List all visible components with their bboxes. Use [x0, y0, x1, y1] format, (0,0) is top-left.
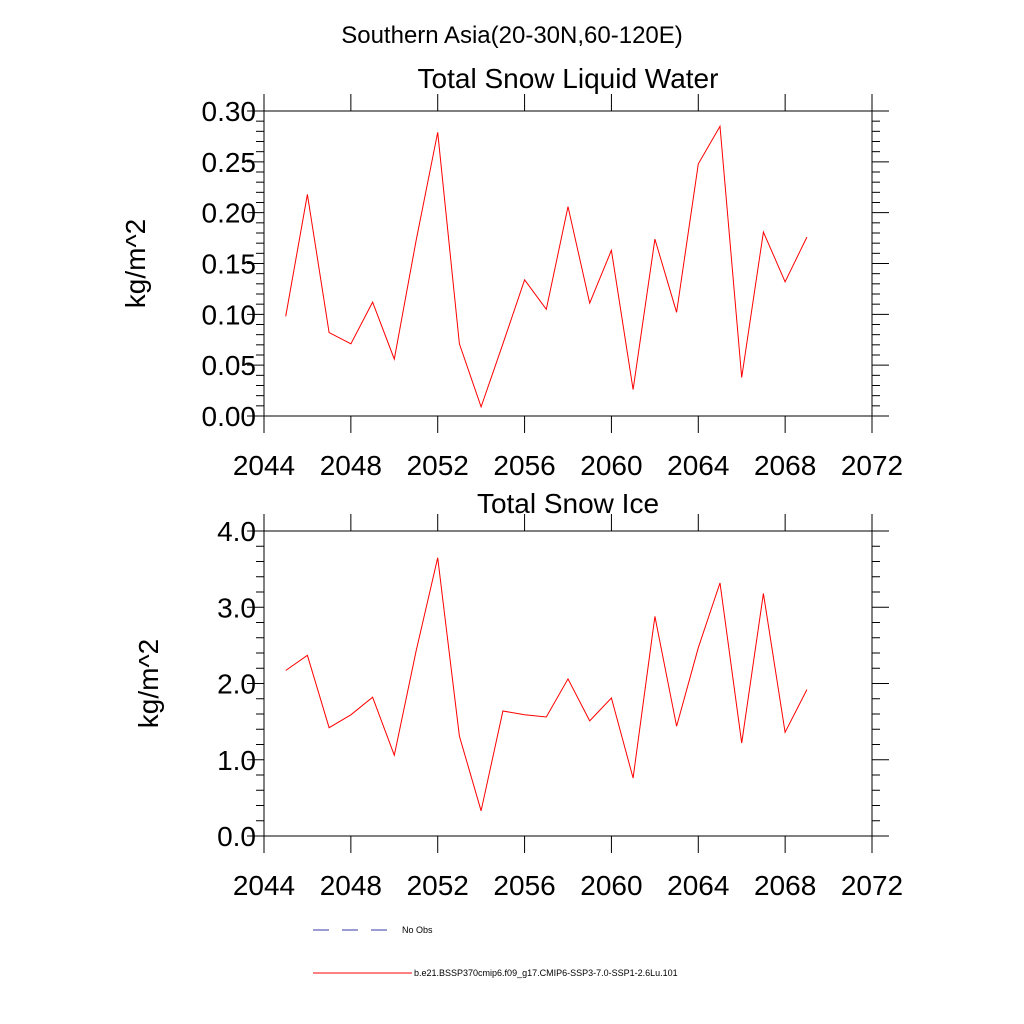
chart-0-xtick-label: 2052: [407, 450, 469, 481]
chart-0-ytick-label: 0.10: [202, 299, 257, 330]
chart-1-title: Total Snow Ice: [477, 488, 659, 519]
chart-0-xtick-label: 2072: [841, 450, 903, 481]
chart-0-xtick-label: 2044: [233, 450, 295, 481]
chart-1-xtick-label: 2056: [493, 870, 555, 901]
chart-1-series-line-0: [285, 557, 808, 811]
chart-1-ytick-label: 1.0: [217, 745, 256, 776]
chart-0-series-line-0: [285, 124, 808, 409]
chart-0-ytick-label: 0.20: [202, 198, 257, 229]
chart-0-ytick-label: 0.15: [202, 249, 257, 280]
chart-0-ytick-label: 0.05: [202, 350, 257, 381]
chart-1-xtick-label: 2044: [233, 870, 295, 901]
chart-1-xtick-label: 2068: [754, 870, 816, 901]
chart-1-xtick-label: 2064: [667, 870, 729, 901]
chart-1-xtick-label: 2048: [320, 870, 382, 901]
chart-1-xtick-label: 2060: [580, 870, 642, 901]
panel-total-snow-liquid-water: Total Snow Liquid Water kg/m^2 2044 2048 205…: [120, 63, 903, 481]
chart-0-xtick-label: 2060: [580, 450, 642, 481]
chart-0-xtick-label: 2064: [667, 450, 729, 481]
chart-1-ylabel: kg/m^2: [133, 639, 164, 728]
chart-1-ytick-label: 0.0: [217, 821, 256, 852]
figure-suptitle: Southern Asia(20-30N,60-120E): [341, 22, 683, 49]
chart-1-xtick-label: 2072: [841, 870, 903, 901]
legend-label-no-obs: No Obs: [402, 925, 433, 935]
chart-1-ytick-label: 3.0: [217, 592, 256, 623]
chart-0-title: Total Snow Liquid Water: [418, 63, 719, 94]
chart-0-xtick-label: 2048: [320, 450, 382, 481]
chart-0-ytick-label: 0.00: [202, 401, 257, 432]
chart-1-plot-frame: [263, 530, 873, 837]
chart-0-xtick-label: 2056: [493, 450, 555, 481]
chart-1-ytick-label: 2.0: [217, 669, 256, 700]
chart-0-xtick-label: 2068: [754, 450, 816, 481]
chart-1-ytick-label: 4.0: [217, 516, 256, 547]
chart-0-ylabel: kg/m^2: [120, 219, 151, 308]
legend: No Obs b.e21.BSSP370cmip6.f09_g17.CMIP6-…: [313, 925, 678, 978]
chart-1-xtick-label: 2052: [407, 870, 469, 901]
legend-label-model-run: b.e21.BSSP370cmip6.f09_g17.CMIP6-SSP3-7.…: [414, 968, 678, 978]
chart-0-plot-frame: [263, 110, 873, 417]
panel-total-snow-ice: Total Snow Ice kg/m^2 2044 2048 2052 2056 2060…: [133, 488, 903, 901]
chart-0-ytick-label: 0.30: [202, 96, 257, 127]
chart-0-ytick-label: 0.25: [202, 147, 257, 178]
